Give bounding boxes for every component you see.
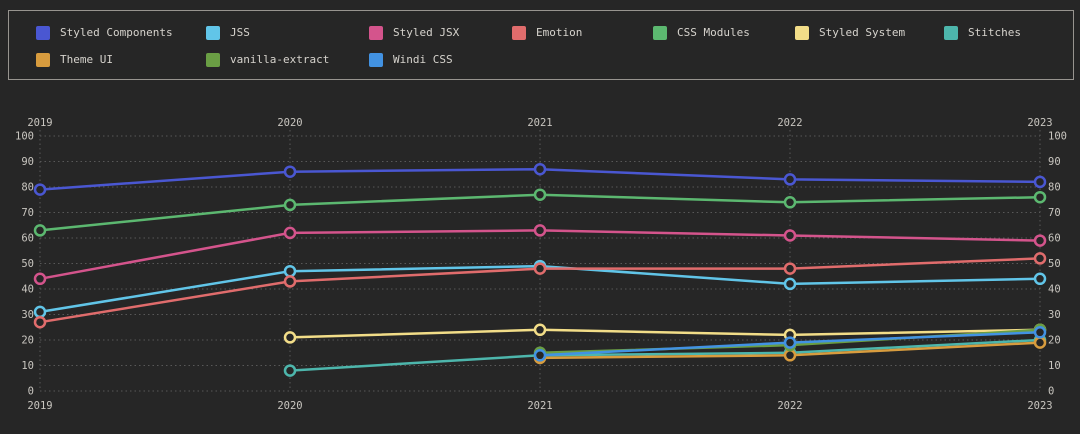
legend-swatch-styled-system bbox=[795, 26, 809, 40]
data-point-css-modules-2019[interactable] bbox=[33, 224, 47, 237]
y-axis-left-label-50: 50 bbox=[21, 258, 34, 270]
legend-swatch-vanilla-extract bbox=[206, 53, 220, 67]
y-axis-left-label-90: 90 bbox=[21, 156, 34, 168]
x-axis-bottom-label-2022: 2022 bbox=[777, 400, 802, 412]
y-axis-right-label-80: 80 bbox=[1048, 182, 1061, 194]
data-point-theme-ui-2023[interactable] bbox=[1033, 336, 1047, 349]
data-point-styled-components-2023[interactable] bbox=[1033, 175, 1047, 189]
data-point-styled-components-2019[interactable] bbox=[33, 183, 47, 196]
data-point-css-modules-2022[interactable] bbox=[783, 196, 797, 209]
data-point-jss-2020[interactable] bbox=[283, 264, 297, 278]
y-axis-right-label-0: 0 bbox=[1048, 386, 1054, 398]
data-point-jss-2023[interactable] bbox=[1033, 272, 1047, 286]
series-line-stitches bbox=[288, 338, 1042, 372]
data-point-jss-2022[interactable] bbox=[783, 277, 797, 291]
legend-label: Emotion bbox=[536, 26, 583, 39]
y-axis-right-label-40: 40 bbox=[1048, 284, 1061, 296]
data-point-windi-css-2021[interactable] bbox=[533, 349, 547, 362]
data-point-emotion-2022[interactable] bbox=[783, 262, 797, 275]
legend-label: vanilla-extract bbox=[230, 53, 330, 66]
legend-swatch-windi-css bbox=[369, 53, 383, 67]
legend-label: CSS Modules bbox=[677, 26, 750, 39]
x-axis-top-label-2019: 2019 bbox=[27, 117, 52, 129]
legend-swatch-css-modules bbox=[653, 26, 667, 40]
series-line-styled-system bbox=[288, 328, 1042, 339]
data-point-css-modules-2020[interactable] bbox=[283, 198, 297, 212]
y-axis-left-label-70: 70 bbox=[21, 207, 34, 219]
data-point-windi-css-2023[interactable] bbox=[1033, 326, 1047, 339]
y-axis-left-label-10: 10 bbox=[21, 360, 34, 372]
data-point-emotion-2021[interactable] bbox=[533, 262, 547, 275]
data-point-styled-components-2022[interactable] bbox=[783, 173, 797, 186]
data-point-css-modules-2023[interactable] bbox=[1033, 190, 1047, 204]
legend-item-windi-css[interactable]: Windi CSS bbox=[369, 53, 453, 67]
y-axis-left-label-60: 60 bbox=[21, 233, 34, 245]
data-point-css-modules-2021[interactable] bbox=[533, 188, 547, 201]
data-point-styled-system-2020[interactable] bbox=[283, 331, 297, 344]
data-point-styled-jsx-2021[interactable] bbox=[533, 224, 547, 237]
x-axis-bottom-label-2021: 2021 bbox=[527, 400, 552, 412]
y-axis-right-label-100: 100 bbox=[1048, 131, 1067, 143]
legend-item-styled-system[interactable]: Styled System bbox=[795, 26, 905, 40]
legend-label: Stitches bbox=[968, 26, 1021, 39]
y-axis-right-label-70: 70 bbox=[1048, 207, 1061, 219]
x-axis-bottom-label-2020: 2020 bbox=[277, 400, 302, 412]
data-point-styled-jsx-2022[interactable] bbox=[783, 229, 797, 242]
data-point-emotion-2020[interactable] bbox=[283, 275, 297, 288]
y-axis-right-label-30: 30 bbox=[1048, 309, 1061, 321]
legend-item-vanilla-extract[interactable]: vanilla-extract bbox=[206, 53, 329, 67]
legend-item-styled-components[interactable]: Styled Components bbox=[36, 26, 173, 40]
y-axis-left-label-100: 100 bbox=[15, 131, 34, 143]
x-axis-bottom-label-2019: 2019 bbox=[27, 400, 52, 412]
data-point-jss-2019[interactable] bbox=[33, 305, 47, 319]
legend-item-styled-jsx[interactable]: Styled JSX bbox=[369, 26, 459, 40]
chart-legend: Styled Components JSS Styled JSX Emotion CSS… bbox=[8, 10, 1074, 80]
legend-item-theme-ui[interactable]: Theme UI bbox=[36, 53, 113, 67]
y-axis-right-label-60: 60 bbox=[1048, 233, 1061, 245]
y-axis-right-label-50: 50 bbox=[1048, 258, 1061, 270]
data-point-styled-components-2020[interactable] bbox=[283, 165, 297, 178]
y-axis-left-label-0: 0 bbox=[28, 386, 34, 398]
x-axis-top-label-2021: 2021 bbox=[527, 117, 552, 129]
legend-label: Windi CSS bbox=[393, 53, 453, 66]
data-point-windi-css-2022[interactable] bbox=[783, 336, 797, 349]
legend-item-emotion[interactable]: Emotion bbox=[512, 26, 582, 40]
data-point-stitches-2020[interactable] bbox=[283, 364, 297, 377]
data-point-styled-components-2021[interactable] bbox=[533, 162, 547, 176]
y-axis-left-label-30: 30 bbox=[21, 309, 34, 321]
data-point-styled-system-2021[interactable] bbox=[533, 323, 547, 337]
legend-label: Styled Components bbox=[60, 26, 173, 39]
y-axis-right-label-20: 20 bbox=[1048, 335, 1061, 347]
y-axis-left-label-20: 20 bbox=[21, 335, 34, 347]
legend-label: Styled JSX bbox=[393, 26, 460, 39]
legend-swatch-styled-components bbox=[36, 26, 50, 40]
legend-item-jss[interactable]: JSS bbox=[206, 26, 250, 40]
x-axis-top-label-2020: 2020 bbox=[277, 117, 302, 129]
data-point-emotion-2019[interactable] bbox=[33, 315, 47, 329]
legend-item-css-modules[interactable]: CSS Modules bbox=[653, 26, 750, 40]
data-point-theme-ui-2022[interactable] bbox=[783, 349, 797, 362]
y-axis-left-label-40: 40 bbox=[21, 284, 34, 296]
x-axis-top-label-2022: 2022 bbox=[777, 117, 802, 129]
data-point-emotion-2023[interactable] bbox=[1033, 252, 1047, 265]
legend-swatch-emotion bbox=[512, 26, 526, 40]
y-axis-right-label-10: 10 bbox=[1048, 360, 1061, 372]
legend-swatch-stitches bbox=[944, 26, 958, 40]
legend-label: Theme UI bbox=[60, 53, 113, 66]
y-axis-right-label-90: 90 bbox=[1048, 156, 1061, 168]
legend-swatch-jss bbox=[206, 26, 220, 40]
y-axis-left-label-80: 80 bbox=[21, 182, 34, 194]
x-axis-top-label-2023: 2023 bbox=[1027, 117, 1052, 129]
legend-item-stitches[interactable]: Stitches bbox=[944, 26, 1021, 40]
x-axis-bottom-label-2023: 2023 bbox=[1027, 400, 1052, 412]
data-point-styled-jsx-2020[interactable] bbox=[283, 226, 297, 240]
legend-label: Styled System bbox=[819, 26, 906, 39]
legend-swatch-theme-ui bbox=[36, 53, 50, 67]
data-point-styled-jsx-2019[interactable] bbox=[33, 272, 47, 286]
data-point-styled-jsx-2023[interactable] bbox=[1033, 234, 1047, 247]
trend-chart: 0 0 10 10 20 20 30 30 40 40 50 50 60 60 70 70 80 80 90 90 10… bbox=[0, 90, 1080, 430]
legend-swatch-styled-jsx bbox=[369, 26, 383, 40]
legend-label: JSS bbox=[230, 26, 250, 39]
